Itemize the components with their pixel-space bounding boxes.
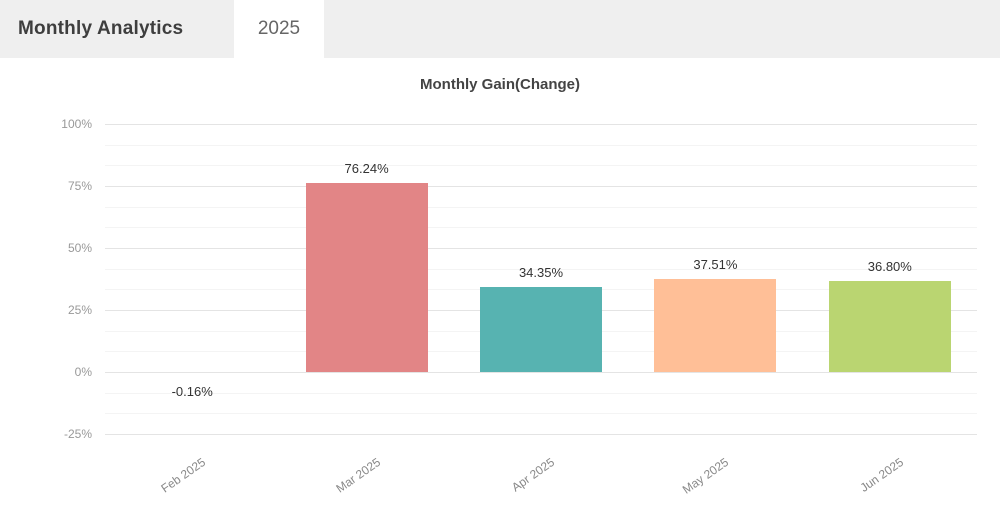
bar-jun-2025[interactable] [828, 280, 951, 372]
gridline-minor [105, 144, 977, 146]
y-axis-tick-label: 50% [67, 241, 92, 255]
x-axis-tick-label: May 2025 [680, 455, 732, 497]
page-title: Monthly Analytics [18, 18, 184, 39]
chart-title: Monthly Gain(Change) [420, 76, 580, 93]
bar-value-label: 37.51% [693, 257, 738, 272]
gridline-major [105, 248, 977, 249]
bar-may-2025[interactable] [654, 279, 777, 372]
gridline-minor [105, 227, 977, 229]
gridline-minor [105, 392, 977, 394]
plot-area: 100% 75% 50% 25% 0% -25% -0.16% Feb 2025 76.24% M… [61, 110, 977, 529]
gridline-minor [105, 206, 977, 208]
x-axis-tick-label: Feb 2025 [158, 455, 209, 496]
gridline-major [105, 124, 977, 125]
x-axis-tick-label: Apr 2025 [509, 455, 558, 495]
tab-2025[interactable]: 2025 [234, 0, 324, 58]
gridline-major [105, 186, 977, 187]
bar-apr-2025[interactable] [480, 286, 602, 372]
y-axis-tick-label: -25% [63, 427, 92, 441]
gridline-major [105, 372, 977, 373]
gridline-minor [105, 268, 977, 270]
x-axis-tick-label: Mar 2025 [333, 455, 383, 496]
bar-mar-2025[interactable] [305, 182, 428, 372]
bar-value-label: -0.16% [171, 384, 213, 399]
gridline-minor [105, 165, 977, 167]
y-axis-tick-label: 25% [67, 303, 92, 317]
gridline-major [105, 434, 977, 435]
y-axis-tick-label: 0% [74, 365, 92, 379]
bar-value-label: 34.35% [518, 264, 564, 280]
bar-value-label: 76.24% [344, 160, 389, 176]
gridline-minor [105, 413, 977, 415]
bar-value-label: 36.80% [867, 258, 912, 274]
header-bar: Monthly Analytics 2025 [0, 0, 1000, 58]
x-axis-tick-label: Jun 2025 [857, 455, 906, 495]
y-axis-tick-label: 100% [61, 117, 92, 131]
y-axis-tick-label: 75% [67, 179, 92, 193]
